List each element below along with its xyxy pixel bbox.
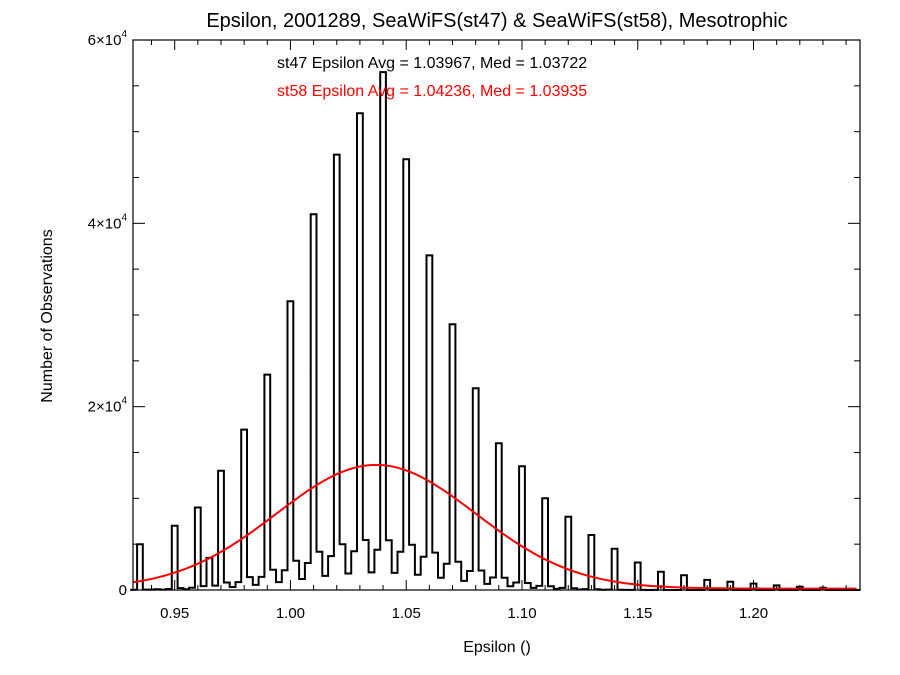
st58-stats-annotation: st58 Epsilon Avg = 1.04236, Med = 1.0393… — [277, 83, 587, 100]
x-axis-label: Epsilon () — [463, 639, 531, 656]
series-layer — [130, 71, 861, 591]
st47-stats-annotation: st47 Epsilon Avg = 1.03967, Med = 1.0372… — [277, 55, 587, 72]
y-tick-label: 2×104 — [88, 396, 128, 416]
x-tick-label: 1.00 — [276, 605, 305, 622]
y-axis-label: Number of Observations — [39, 229, 56, 402]
x-tick-label: 1.10 — [507, 605, 536, 622]
x-tick-label: 0.95 — [160, 605, 189, 622]
st58-histogram-series — [132, 463, 857, 590]
y-tick-label: 6×104 — [88, 29, 128, 49]
x-tick-label: 1.05 — [392, 605, 421, 622]
y-tick-label: 0 — [119, 582, 127, 599]
x-tick-label: 1.20 — [739, 605, 768, 622]
axes-layer: 0.95 1.00 1.05 1.10 1.15 1.20 0 2×104 4×104 6×104 — [88, 29, 861, 622]
y-tick-label: 4×104 — [88, 212, 128, 232]
x-tick-label: 1.15 — [623, 605, 652, 622]
st47-histogram-series — [130, 71, 861, 591]
chart-title: Epsilon, 2001289, SeaWiFS(st47) & SeaWiF… — [206, 10, 787, 32]
